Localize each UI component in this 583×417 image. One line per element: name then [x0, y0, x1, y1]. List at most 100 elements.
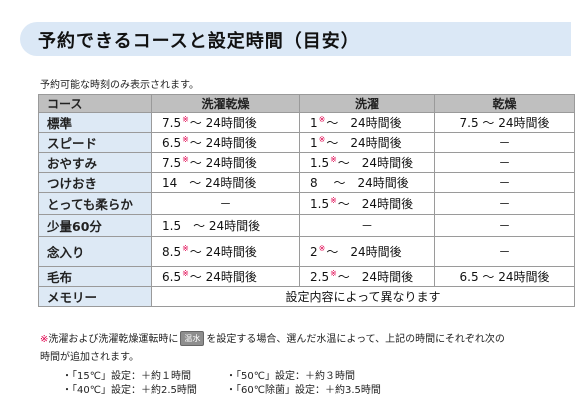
cell-range: ～ 24時間後	[189, 116, 257, 130]
wash-cell: 1.5※～ 24時間後	[299, 192, 435, 215]
footnote-item: ・「60℃除菌」設定：＋約3.5時間	[226, 385, 381, 396]
wash-dry-cell: 6.5※～ 24時間後	[151, 132, 300, 153]
course-label: メモリー	[38, 286, 152, 307]
cell-range: ～ 24時間後	[326, 245, 402, 259]
dry-cell: －	[434, 172, 575, 193]
header-wash: 洗濯	[299, 94, 435, 113]
course-label: とっても柔らか	[38, 192, 152, 215]
cell-start: 7.5	[162, 156, 182, 170]
wash-dry-cell: 7.5※～ 24時間後	[151, 152, 300, 173]
table-header-row: コース 洗濯乾燥 洗濯 乾燥	[38, 94, 575, 113]
cell-range: 1.5 ～ 24時間後	[162, 219, 261, 233]
cell-range: ～ 24時間後	[189, 270, 257, 284]
asterisk-mark: ※	[182, 269, 189, 278]
reservation-table: コース 洗濯乾燥 洗濯 乾燥 標準 7.5※～ 24時間後 1※～ 24時間後 7.5…	[38, 94, 575, 307]
cell-range: ～ 24時間後	[189, 136, 257, 150]
cell-start: 7.5	[162, 116, 182, 130]
cell-range: ～ 24時間後	[189, 156, 257, 170]
cell-start: 6.5	[162, 270, 182, 284]
page-title: 予約できるコースと設定時間（目安）	[38, 31, 360, 52]
dry-cell: －	[434, 192, 575, 215]
wash-dry-cell: 1.5 ～ 24時間後	[151, 214, 300, 237]
wash-dry-cell: －	[151, 192, 300, 215]
cell-start: 1	[310, 136, 318, 150]
cell-range: 14 ～ 24時間後	[162, 176, 257, 190]
cell-range: ～ 24時間後	[326, 136, 402, 150]
header-wash-dry: 洗濯乾燥	[151, 94, 300, 113]
wash-cell: 2※～ 24時間後	[299, 236, 435, 267]
hot-water-key-icon: 温水	[180, 331, 205, 346]
footnote-item: ・「15℃」設定：＋約１時間	[62, 371, 191, 382]
footnote-line-2: 時間が追加されます。	[40, 352, 139, 363]
cell-start: 8.5	[162, 245, 182, 259]
footnote-item: ・「50℃」設定：＋約３時間	[226, 371, 355, 382]
wash-cell: 1※～ 24時間後	[299, 132, 435, 153]
table-row: 念入り 8.5※～ 24時間後 2※～ 24時間後－	[38, 236, 575, 267]
wash-dry-cell: 6.5※～ 24時間後	[151, 266, 300, 287]
dry-cell: 7.5 ～ 24時間後	[434, 112, 575, 133]
table-row: 標準 7.5※～ 24時間後 1※～ 24時間後 7.5 ～ 24時間後	[38, 112, 575, 133]
asterisk-mark: ※	[330, 196, 337, 205]
header-course: コース	[38, 94, 152, 113]
asterisk-mark: ※	[182, 155, 189, 164]
course-label: 毛布	[38, 266, 152, 287]
table-row: つけおき 14 ～ 24時間後 8 ～ 24時間後 －	[38, 172, 575, 193]
header-dry: 乾燥	[434, 94, 575, 113]
course-label: おやすみ	[38, 152, 152, 173]
wash-dry-cell: 8.5※～ 24時間後	[151, 236, 300, 267]
cell-range: ～ 24時間後	[326, 116, 402, 130]
memory-note: 設定内容によって異なります	[151, 286, 575, 307]
dry-cell: －	[434, 214, 575, 237]
table-row: スピード 6.5※～ 24時間後 1※～ 24時間後－	[38, 132, 575, 153]
wash-cell: 8 ～ 24時間後	[299, 172, 435, 193]
cell-start: 6.5	[162, 136, 182, 150]
course-label: 念入り	[38, 236, 152, 267]
asterisk-mark: ※	[318, 115, 326, 124]
cell-range: ～ 24時間後	[337, 156, 414, 170]
footnote-line-1: ※洗濯および洗濯乾燥運転時に 温水 を設定する場合、選んだ水温によって、上記の時間に…	[40, 330, 505, 346]
cell-start: 1.5	[310, 197, 330, 211]
course-label: つけおき	[38, 172, 152, 193]
cell-range: ～ 24時間後	[337, 270, 414, 284]
asterisk-mark: ※	[318, 135, 326, 144]
asterisk-mark: ※	[182, 135, 189, 144]
dry-cell: －	[434, 132, 575, 153]
footnote-mark: ※	[40, 334, 49, 345]
cell-range: ～ 24時間後	[337, 197, 414, 211]
wash-dry-cell: 7.5※～ 24時間後	[151, 112, 300, 133]
title-bar: 予約できるコースと設定時間（目安）	[20, 22, 571, 56]
course-label: 標準	[38, 112, 152, 133]
asterisk-mark: ※	[330, 269, 337, 278]
wash-dry-cell: 14 ～ 24時間後	[151, 172, 300, 193]
footnote-text-1: 洗濯および洗濯乾燥運転時に	[48, 334, 179, 345]
table-row: おやすみ 7.5※～ 24時間後 1.5※～ 24時間後－	[38, 152, 575, 173]
cell-range: 8 ～ 24時間後	[310, 176, 409, 190]
cell-range: ～ 24時間後	[189, 245, 257, 259]
cell-text: －	[360, 219, 373, 233]
wash-cell: 2.5※～ 24時間後	[299, 266, 435, 287]
course-label: スピード	[38, 132, 152, 153]
dry-cell: －	[434, 236, 575, 267]
cell-start: 2	[310, 245, 318, 259]
footnote-item: ・「40℃」設定：＋約2.5時間	[62, 385, 197, 396]
asterisk-mark: ※	[182, 115, 189, 124]
table-row: とっても柔らか－ 1.5※～ 24時間後－	[38, 192, 575, 215]
dry-cell: 6.5 ～ 24時間後	[434, 266, 575, 287]
availability-note: 予約可能な時刻のみ表示されます。	[40, 80, 199, 91]
asterisk-mark: ※	[182, 244, 189, 253]
table-row: 毛布 6.5※～ 24時間後 2.5※～ 24時間後 6.5 ～ 24時間後	[38, 266, 575, 287]
dry-cell: －	[434, 152, 575, 173]
cell-start: 2.5	[310, 270, 330, 284]
table-row: 少量60分 1.5 ～ 24時間後 － －	[38, 214, 575, 237]
course-label: 少量60分	[38, 214, 152, 237]
asterisk-mark: ※	[318, 244, 326, 253]
cell-start: 1	[310, 116, 318, 130]
table-row-memory: メモリー 設定内容によって異なります	[38, 286, 575, 307]
cell-text: －	[219, 197, 232, 211]
cell-start: 1.5	[310, 156, 330, 170]
wash-cell: 1.5※～ 24時間後	[299, 152, 435, 173]
footnote-text-2: を設定する場合、選んだ水温によって、上記の時間にそれぞれ次の	[206, 334, 505, 345]
wash-cell: －	[299, 214, 435, 237]
asterisk-mark: ※	[330, 155, 337, 164]
wash-cell: 1※～ 24時間後	[299, 112, 435, 133]
